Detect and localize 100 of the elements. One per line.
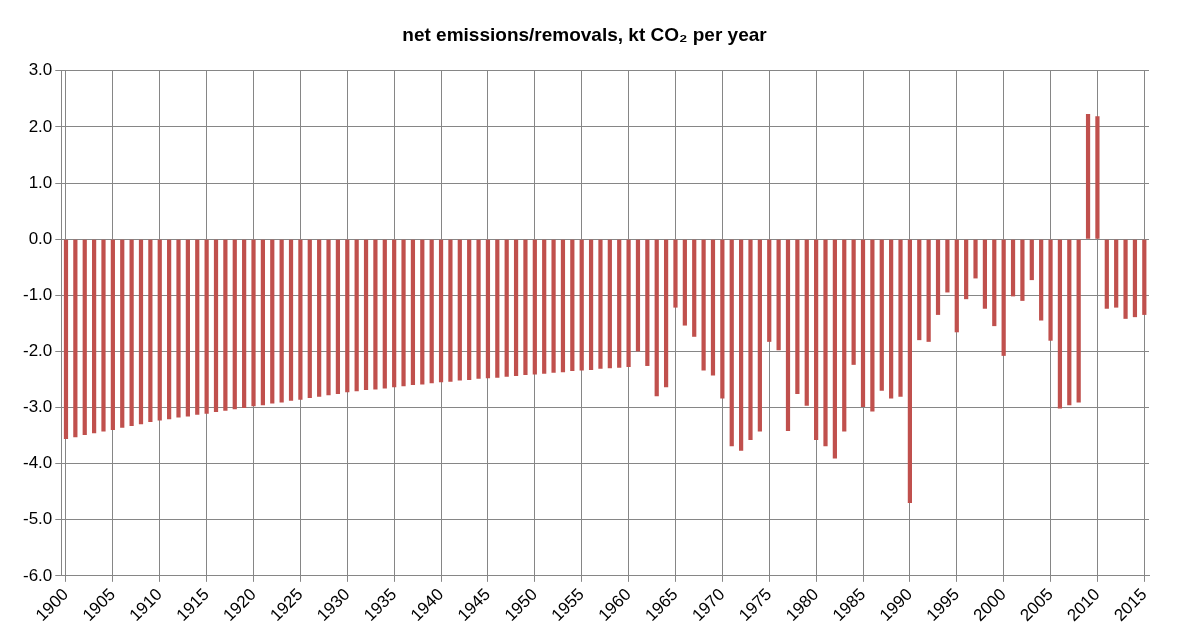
- bar: [1132, 239, 1138, 318]
- bar: [767, 239, 772, 342]
- bar: [1123, 239, 1128, 319]
- bar: [410, 239, 416, 386]
- bar: [148, 239, 153, 423]
- bar: [307, 239, 312, 398]
- y-tick-label: -4.0: [23, 453, 53, 473]
- bar: [729, 239, 734, 447]
- bar: [617, 239, 622, 368]
- bar: [682, 239, 687, 326]
- bar: [898, 239, 903, 397]
- bar: [82, 239, 87, 435]
- bar: [157, 239, 162, 421]
- bar: [757, 239, 762, 432]
- bar: [476, 239, 481, 379]
- bar: [204, 239, 209, 414]
- bar: [673, 239, 678, 308]
- y-tick-label: 3.0: [28, 60, 53, 80]
- bar: [588, 239, 594, 370]
- bar: [1029, 239, 1034, 281]
- bar: [513, 239, 519, 377]
- bar: [692, 239, 697, 337]
- bar: [232, 239, 237, 410]
- y-tick-label: 0.0: [28, 228, 53, 248]
- bar: [663, 239, 669, 388]
- bar: [1057, 239, 1063, 409]
- bar: [832, 239, 837, 459]
- y-tick-label: 2.0: [28, 116, 53, 136]
- bar: [1142, 239, 1147, 315]
- bar: [645, 239, 650, 366]
- y-tick-label: 1.0: [28, 172, 53, 192]
- bar: [382, 239, 387, 389]
- bar: [560, 239, 566, 373]
- bar: [298, 239, 303, 400]
- bar: [945, 239, 950, 293]
- bar: [495, 239, 500, 378]
- bar: [842, 239, 847, 432]
- bar: [326, 239, 331, 396]
- bar: [485, 239, 491, 379]
- bar: [279, 239, 284, 403]
- bar: [720, 239, 725, 399]
- bar: [167, 239, 172, 420]
- bar: [1114, 239, 1119, 308]
- bar: [288, 239, 294, 401]
- bar: [92, 239, 97, 434]
- bar: [392, 239, 397, 388]
- bar: [176, 239, 181, 418]
- bar: [251, 239, 256, 407]
- bar: [317, 239, 322, 397]
- bar: [523, 239, 528, 375]
- bar: [542, 239, 547, 374]
- bar: [804, 239, 809, 406]
- bar: [63, 239, 69, 439]
- bar: [954, 239, 959, 333]
- bar: [120, 239, 125, 428]
- bar: [973, 239, 978, 279]
- y-tick-label: -6.0: [23, 565, 53, 585]
- bar: [1001, 239, 1006, 356]
- bar: [335, 239, 341, 395]
- bar: [1020, 239, 1025, 301]
- bar: [1085, 114, 1091, 239]
- bar: [270, 239, 275, 404]
- bar: [607, 239, 612, 369]
- bar: [1076, 239, 1081, 403]
- bar: [457, 239, 462, 381]
- bar: [1010, 239, 1016, 297]
- bar: [992, 239, 997, 327]
- bar: [879, 239, 884, 391]
- bar: [1067, 239, 1072, 406]
- bar: [748, 239, 753, 441]
- bar: [635, 239, 641, 352]
- bar: [242, 239, 247, 409]
- bar: [373, 239, 378, 390]
- bar: [110, 239, 115, 430]
- bar: [814, 239, 819, 441]
- bar: [138, 239, 144, 425]
- bar: [223, 239, 228, 411]
- bar: [917, 239, 922, 341]
- bar: [420, 239, 425, 385]
- bar: [195, 239, 200, 415]
- bar: [964, 239, 969, 300]
- bar: [795, 239, 800, 395]
- bar: [626, 239, 631, 368]
- bar: [73, 239, 78, 438]
- bar: [598, 239, 603, 369]
- bar: [889, 239, 894, 399]
- chart-title: net emissions/removals, kt CO₂ per year: [402, 23, 768, 45]
- bar: [1039, 239, 1044, 321]
- bar: [260, 239, 265, 406]
- bar: [1048, 239, 1053, 341]
- bar: [213, 239, 219, 412]
- bar: [926, 239, 931, 342]
- bar: [907, 239, 912, 503]
- y-tick-label: -1.0: [23, 284, 53, 304]
- bar: [129, 239, 134, 427]
- bar: [363, 239, 369, 391]
- y-tick-label: -5.0: [23, 509, 53, 529]
- bar: [532, 239, 537, 375]
- bar: [101, 239, 106, 432]
- bar: [870, 239, 875, 412]
